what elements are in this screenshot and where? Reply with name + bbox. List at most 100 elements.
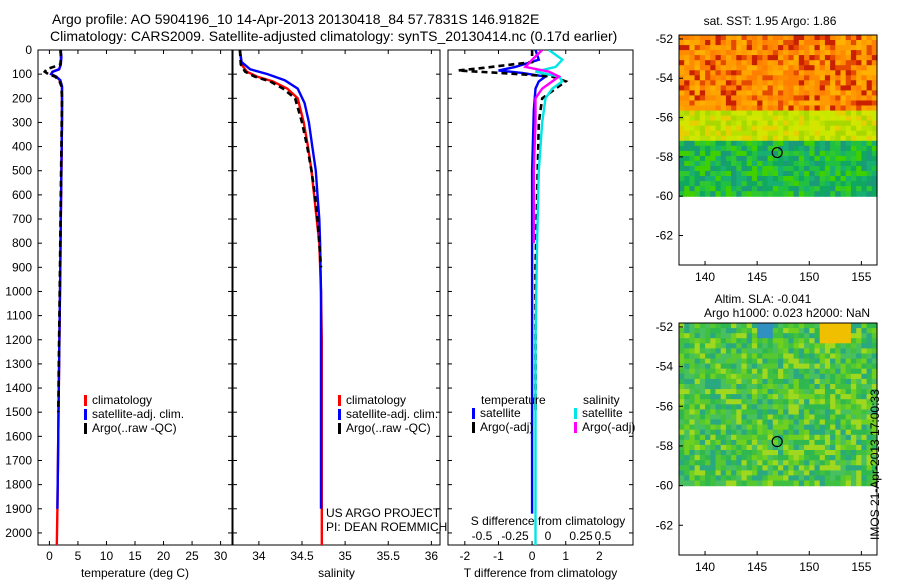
heatmap-cell: [741, 60, 748, 66]
heatmap-cell: [762, 363, 769, 370]
heatmap-cell: [814, 363, 821, 370]
heatmap-cell: [824, 399, 831, 405]
heatmap-cell: [699, 90, 706, 96]
heatmap-cell: [725, 378, 732, 385]
heatmap-cell: [824, 115, 831, 122]
heatmap-cell: [725, 358, 732, 365]
heatmap-cell: [705, 100, 711, 107]
heatmap-cell: [767, 135, 774, 142]
heatmap-cell: [725, 333, 732, 339]
heatmap-cell: [809, 444, 816, 451]
heatmap-cell: [746, 394, 753, 400]
heatmap-cell: [694, 35, 701, 41]
y-tick-label: 1600: [5, 429, 32, 443]
heatmap-cell: [725, 429, 732, 436]
heatmap-cell: [710, 439, 717, 446]
heatmap-cell: [684, 140, 690, 147]
heatmap-cell: [705, 176, 711, 182]
secondary-tick-label: -0.25: [501, 529, 529, 543]
heatmap-cell: [762, 389, 769, 395]
legend-group-title: temperature: [481, 393, 546, 407]
heatmap-cell: [871, 90, 878, 96]
heatmap-cell: [835, 404, 842, 410]
heatmap-cell: [679, 110, 685, 117]
heatmap-cell: [731, 333, 737, 339]
heatmap-cell: [762, 439, 769, 446]
heatmap-cell: [804, 338, 810, 344]
temperature-panel: 0 5 10 15 20 25 300100200300400500600700800900…: [5, 43, 233, 580]
heatmap-cell: [788, 444, 795, 451]
heatmap-cell: [871, 40, 878, 46]
heatmap-cell: [809, 35, 816, 41]
heatmap-cell: [856, 45, 862, 51]
heatmap-cell: [840, 460, 847, 466]
heatmap-cell: [699, 110, 706, 117]
heatmap-cell: [788, 55, 795, 61]
heatmap-cell: [746, 414, 753, 421]
heatmap-cell: [767, 120, 774, 127]
heatmap-cell: [757, 394, 763, 400]
heatmap-cell: [814, 450, 821, 456]
heatmap-cell: [705, 50, 711, 56]
heatmap-cell: [699, 60, 706, 66]
heatmap-cell: [835, 55, 842, 61]
heatmap-cell: [767, 378, 774, 385]
heatmap-cell: [762, 323, 769, 329]
heatmap-cell: [736, 45, 743, 51]
heatmap-cell: [871, 419, 878, 426]
x-tick-label: 1: [562, 549, 569, 563]
heatmap-cell: [720, 333, 727, 339]
heatmap-cell: [850, 394, 857, 400]
heatmap-cell: [694, 166, 701, 172]
heatmap-cell: [804, 363, 810, 370]
heatmap-cell: [772, 343, 779, 349]
heatmap-cell: [725, 135, 732, 142]
heatmap-cell: [720, 171, 727, 177]
heatmap-cell: [835, 115, 842, 122]
legend-swatch: [574, 422, 577, 433]
heatmap-cell: [861, 394, 868, 400]
heatmap-cell: [746, 409, 753, 416]
heatmap-cell: [694, 434, 701, 441]
heatmap-cell: [871, 181, 878, 187]
heatmap-cell: [731, 338, 737, 344]
heatmap-cell: [809, 384, 816, 390]
heatmap-cell: [840, 35, 847, 41]
heatmap-cell: [856, 409, 862, 416]
header-line-1: Argo profile: AO 5904196_10 14-Apr-2013 …: [52, 11, 540, 27]
heatmap-cell: [819, 333, 826, 339]
heatmap-cell: [705, 333, 711, 339]
heatmap-cell: [814, 160, 821, 167]
heatmap-cell: [850, 115, 857, 122]
heatmap-cell: [814, 338, 821, 344]
heatmap-cell: [809, 343, 816, 349]
heatmap-cell: [778, 125, 784, 132]
heatmap-cell: [715, 348, 722, 355]
heatmap-cell: [804, 384, 810, 390]
heatmap-cell: [772, 353, 779, 360]
heatmap-cell: [840, 404, 847, 410]
heatmap-cell: [861, 155, 868, 162]
heatmap-cell: [783, 50, 789, 56]
x-tick-label: 35: [338, 549, 352, 563]
heatmap-cell: [798, 166, 805, 172]
heatmap-cell: [694, 181, 701, 187]
heatmap-cell: [798, 429, 805, 436]
heatmap-cell: [725, 50, 732, 56]
heatmap-cell: [798, 399, 805, 405]
heatmap-cell: [710, 333, 717, 339]
heatmap-cell: [866, 80, 873, 86]
heatmap-cell: [689, 75, 696, 81]
heatmap-cell: [824, 333, 831, 339]
heatmap-cell: [679, 343, 685, 349]
heatmap-cell: [804, 171, 810, 177]
heatmap-cell: [736, 399, 743, 405]
heatmap-cell: [767, 480, 774, 487]
heatmap-cell: [741, 35, 748, 41]
heatmap-cell: [679, 120, 685, 127]
heatmap-cell: [819, 100, 826, 107]
heatmap-cell: [809, 191, 816, 197]
heatmap-cell: [856, 160, 862, 167]
heatmap-cell: [767, 348, 774, 355]
heatmap-cell: [809, 419, 816, 426]
